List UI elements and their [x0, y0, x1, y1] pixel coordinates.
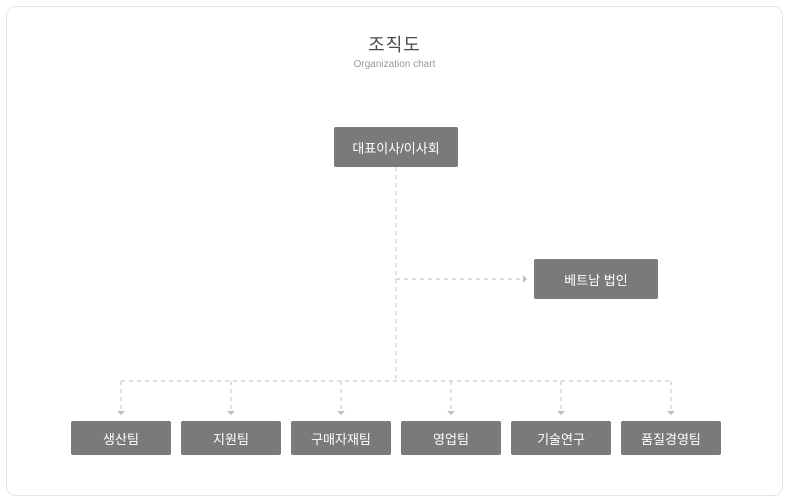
title-kr: 조직도 — [7, 31, 782, 57]
node-ceo: 대표이사/이사회 — [334, 127, 458, 167]
org-chart-frame: 조직도 Organization chart 대표이사/이사회 베트남 법인 생… — [6, 6, 783, 496]
node-team-1: 생산팀 — [71, 421, 171, 455]
node-team-2: 지원팀 — [181, 421, 281, 455]
node-team-6: 품질경영팀 — [621, 421, 721, 455]
node-team-5: 기술연구 — [511, 421, 611, 455]
node-team-3: 구매자재팀 — [291, 421, 391, 455]
node-team-4: 영업팀 — [401, 421, 501, 455]
node-vietnam: 베트남 법인 — [534, 259, 658, 299]
title-en: Organization chart — [7, 59, 782, 70]
title-block: 조직도 Organization chart — [7, 31, 782, 70]
